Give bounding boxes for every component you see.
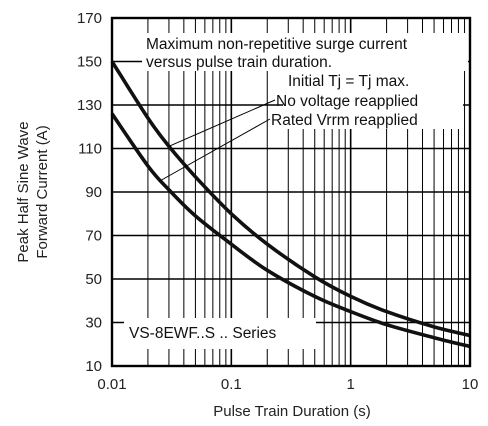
plot-border	[110, 16, 472, 368]
curve-no-voltage-reapplied	[110, 60, 471, 338]
y-axis-label-line-1: Peak Half Sine Wave	[15, 121, 32, 262]
leader-line-upper	[168, 99, 276, 147]
x-tick-label: 1	[346, 376, 354, 393]
x-tick-label: 0.01	[97, 376, 126, 393]
curve-label-no-voltage: No voltage reapplied	[276, 93, 418, 110]
x-tick-label: 0.1	[221, 376, 242, 393]
annotation-background	[142, 33, 468, 71]
y-tick-label: 50	[85, 271, 102, 288]
y-tick-label: 70	[85, 228, 102, 245]
series-label: VS-8EWF..S .. Series	[129, 325, 277, 342]
chart-title-line-2: versus pulse train duration.	[146, 54, 332, 71]
y-tick-label: 90	[85, 184, 102, 201]
y-tick-label: 110	[78, 141, 102, 158]
leader-line-lower	[159, 118, 271, 182]
annotation-background	[124, 318, 316, 349]
x-axis-label: Pulse Train Duration (s)	[213, 403, 371, 420]
x-tick-label: 10	[462, 376, 479, 393]
leader-lines	[159, 99, 276, 182]
y-tick-label: 170	[77, 10, 102, 27]
plot-frame	[110, 16, 472, 368]
y-axis-label-line-2: Forward Current (A)	[34, 125, 51, 258]
curve-label-rated-vrrm: Rated Vrrm reapplied	[271, 112, 418, 129]
annotation-background	[283, 70, 463, 129]
y-tick-label: 30	[85, 315, 102, 332]
curve-rated-vrrm-reapplied	[110, 112, 471, 349]
y-tick-label: 10	[85, 358, 102, 375]
curves	[110, 60, 471, 349]
annotation-backgrounds	[124, 33, 468, 349]
y-tick-label: 150	[77, 54, 102, 71]
chart-title-line-1: Maximum non-repetitive surge current	[146, 36, 408, 53]
y-tick-label: 130	[77, 97, 102, 114]
condition-label: Initial Tj = Tj max.	[288, 73, 409, 90]
